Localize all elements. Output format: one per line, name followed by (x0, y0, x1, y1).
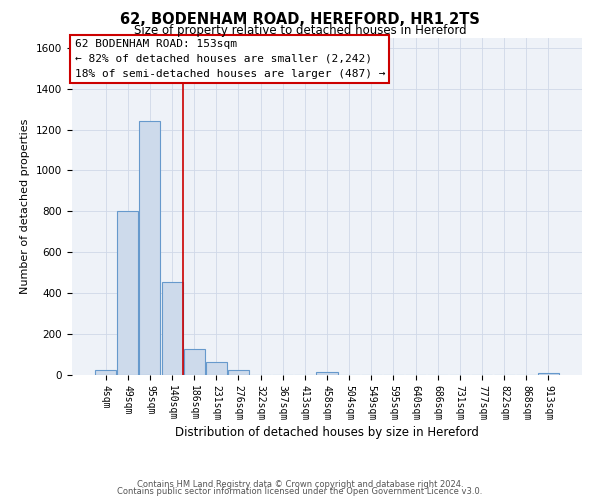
Y-axis label: Number of detached properties: Number of detached properties (20, 118, 31, 294)
Bar (316, 372, 338, 375)
Bar (161, 282, 182, 375)
Bar (228, 370, 249, 375)
Text: Size of property relative to detached houses in Hereford: Size of property relative to detached ho… (134, 24, 466, 37)
Bar (139, 122, 160, 375)
Bar (95, 370, 116, 375)
Bar (206, 362, 227, 375)
Bar (538, 373, 559, 375)
Bar (184, 350, 205, 375)
Text: Contains HM Land Registry data © Crown copyright and database right 2024.: Contains HM Land Registry data © Crown c… (137, 480, 463, 489)
Text: 62 BODENHAM ROAD: 153sqm
← 82% of detached houses are smaller (2,242)
18% of sem: 62 BODENHAM ROAD: 153sqm ← 82% of detach… (74, 39, 385, 79)
Bar (118, 212, 139, 375)
Text: Contains public sector information licensed under the Open Government Licence v3: Contains public sector information licen… (118, 488, 482, 496)
Text: 62, BODENHAM ROAD, HEREFORD, HR1 2TS: 62, BODENHAM ROAD, HEREFORD, HR1 2TS (120, 12, 480, 28)
X-axis label: Distribution of detached houses by size in Hereford: Distribution of detached houses by size … (175, 426, 479, 438)
